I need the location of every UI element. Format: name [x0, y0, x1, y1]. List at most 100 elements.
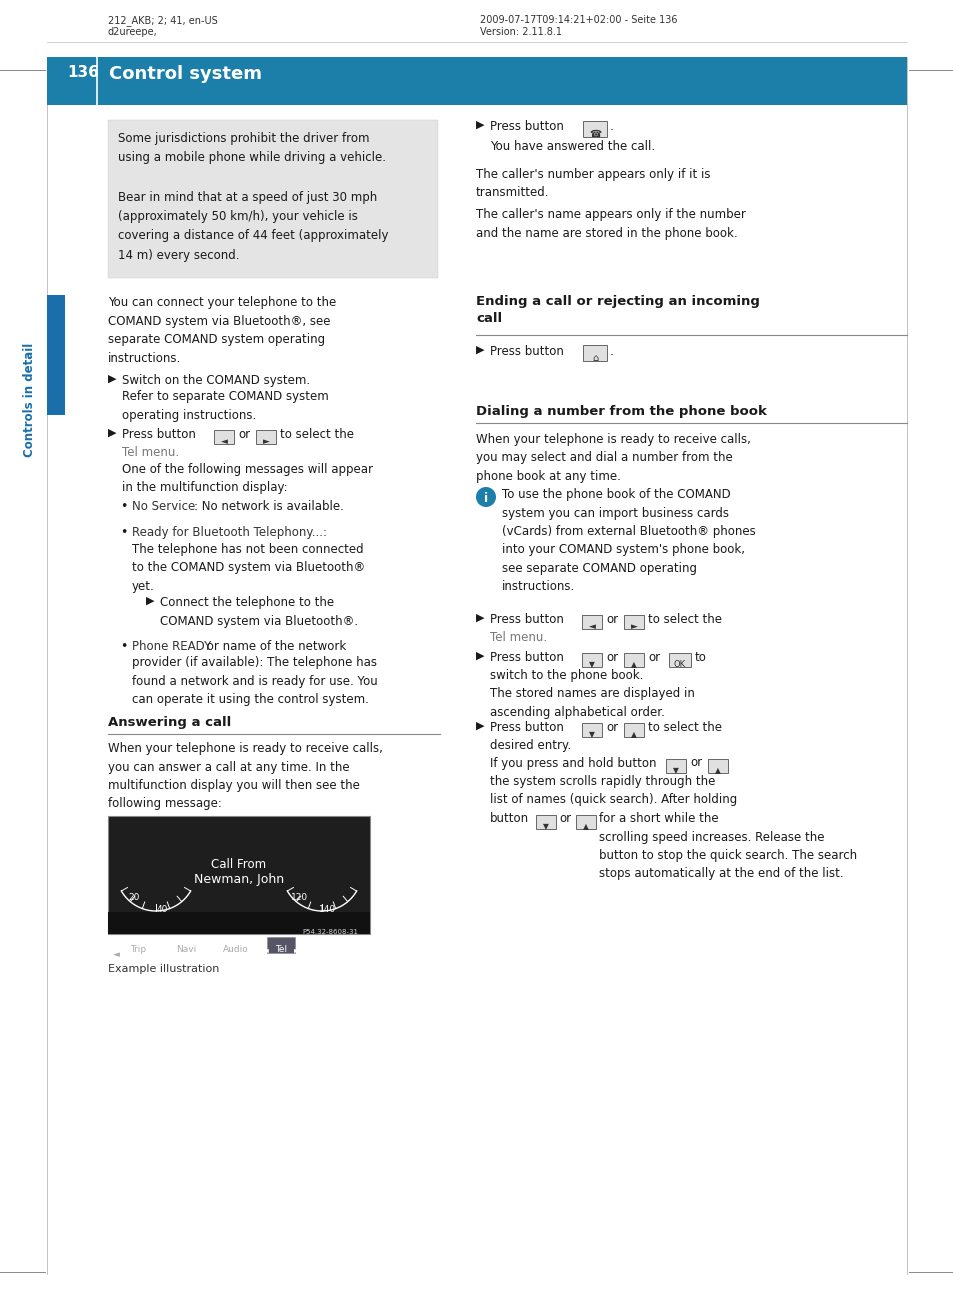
Bar	[47, 57, 906, 105]
Text: ◄: ◄	[588, 622, 595, 631]
Bar	[267, 937, 294, 952]
Text: or: or	[605, 613, 618, 626]
Text: covering a distance of 44 feet (approximately: covering a distance of 44 feet (approxim…	[118, 229, 388, 242]
Text: ◄: ◄	[220, 437, 227, 446]
Text: Bear in mind that at a speed of just 30 mph: Bear in mind that at a speed of just 30 …	[118, 190, 376, 203]
Text: using a mobile phone while driving a vehicle.: using a mobile phone while driving a veh…	[118, 151, 386, 164]
Text: Press button: Press button	[490, 613, 563, 626]
Text: .: .	[609, 120, 613, 133]
Text: Press button: Press button	[490, 345, 563, 358]
Text: Audio: Audio	[223, 945, 249, 954]
Bar	[581, 615, 601, 629]
Text: Switch on the COMAND system.: Switch on the COMAND system.	[122, 374, 310, 387]
Text: the system scrolls rapidly through the
list of names (quick search). After holdi: the system scrolls rapidly through the l…	[490, 775, 737, 826]
Text: Ready for Bluetooth Telephony...:: Ready for Bluetooth Telephony...:	[132, 525, 327, 540]
Text: ▶: ▶	[108, 428, 116, 437]
Text: Connect the telephone to the
COMAND system via Bluetooth®.: Connect the telephone to the COMAND syst…	[160, 597, 357, 628]
Text: 136: 136	[67, 65, 99, 80]
Circle shape	[476, 487, 496, 507]
Text: P54.32-8608-31: P54.32-8608-31	[302, 929, 357, 936]
Text: ▼: ▼	[588, 660, 595, 669]
Text: Version: 2.11.8.1: Version: 2.11.8.1	[479, 27, 561, 38]
Bar	[213, 430, 233, 444]
Text: •: •	[120, 499, 128, 512]
Text: When your telephone is ready to receive calls,
you may select and dial a number : When your telephone is ready to receive …	[476, 433, 750, 483]
Bar	[47, 295, 65, 415]
Text: 14 m) every second.: 14 m) every second.	[118, 248, 239, 261]
Text: desired entry.
If you press and hold button: desired entry. If you press and hold but…	[490, 739, 656, 770]
Text: You can connect your telephone to the
COMAND system via Bluetooth®, see
separate: You can connect your telephone to the CO…	[108, 296, 335, 365]
Text: ▶: ▶	[476, 721, 484, 731]
Text: or name of the network: or name of the network	[203, 641, 346, 653]
Bar	[665, 760, 685, 773]
Text: •: •	[120, 641, 128, 653]
Bar	[581, 653, 601, 666]
Text: ▲: ▲	[582, 822, 588, 831]
Text: 20: 20	[128, 893, 139, 902]
Text: To use the phone book of the COMAND
system you can import business cards
(vCards: To use the phone book of the COMAND syst…	[501, 488, 755, 594]
Text: ☎: ☎	[588, 129, 600, 138]
Text: Call From: Call From	[212, 858, 266, 871]
Text: One of the following messages will appear
in the multifunction display:: One of the following messages will appea…	[122, 463, 373, 494]
Bar	[582, 345, 606, 361]
Text: Refer to separate COMAND system
operating instructions.: Refer to separate COMAND system operatin…	[122, 389, 329, 422]
Text: ►: ►	[294, 945, 299, 954]
Text: Newman, John: Newman, John	[193, 873, 284, 886]
Text: or: or	[605, 651, 618, 664]
Bar	[108, 120, 437, 278]
Bar	[255, 430, 275, 444]
Bar	[623, 615, 643, 629]
Text: ▼: ▼	[588, 730, 595, 739]
Text: or: or	[605, 721, 618, 734]
Text: Answering a call: Answering a call	[108, 716, 231, 729]
Text: Press button: Press button	[490, 721, 563, 734]
Text: ▲: ▲	[715, 766, 720, 775]
Text: or: or	[647, 651, 659, 664]
Text: Trip: Trip	[130, 945, 146, 954]
Text: Some jurisdictions prohibit the driver from: Some jurisdictions prohibit the driver f…	[118, 132, 369, 145]
Text: d2ureepe,: d2ureepe,	[108, 27, 157, 38]
Text: Press button: Press button	[490, 120, 563, 133]
Text: ▼: ▼	[673, 766, 679, 775]
Text: 2009-07-17T09:14:21+02:00 - Seite 136: 2009-07-17T09:14:21+02:00 - Seite 136	[479, 16, 677, 25]
Text: .: .	[609, 345, 613, 358]
Text: Navi: Navi	[175, 945, 196, 954]
Bar	[707, 760, 727, 773]
Text: The caller's number appears only if it is
transmitted.: The caller's number appears only if it i…	[476, 168, 710, 199]
Text: ►: ►	[630, 622, 637, 631]
Bar	[108, 817, 370, 934]
Text: ◄: ◄	[263, 945, 269, 954]
Text: 120: 120	[291, 893, 308, 902]
Text: Tel menu.: Tel menu.	[490, 631, 547, 644]
Text: ▶: ▶	[476, 651, 484, 661]
Text: Phone READY: Phone READY	[132, 641, 211, 653]
Text: for a short while the
scrolling speed increases. Release the
button to stop the : for a short while the scrolling speed in…	[598, 813, 856, 880]
Text: ▲: ▲	[630, 660, 637, 669]
Text: ▶: ▶	[146, 597, 154, 606]
Text: : No network is available.: : No network is available.	[193, 499, 343, 512]
Text: Ending a call or rejecting an incoming
call: Ending a call or rejecting an incoming c…	[476, 295, 760, 325]
Text: ▶: ▶	[476, 613, 484, 622]
Text: ⌂: ⌂	[591, 353, 598, 364]
Bar	[536, 815, 556, 829]
Text: 40: 40	[156, 905, 168, 914]
Text: ▶: ▶	[476, 345, 484, 355]
Text: When your telephone is ready to receive calls,
you can answer a call at any time: When your telephone is ready to receive …	[108, 741, 382, 810]
Text: Press button: Press button	[490, 651, 563, 664]
Text: Dialing a number from the phone book: Dialing a number from the phone book	[476, 405, 766, 418]
Bar	[108, 912, 370, 934]
Text: The telephone has not been connected
to the COMAND system via Bluetooth®
yet.: The telephone has not been connected to …	[132, 543, 365, 593]
Text: You have answered the call.: You have answered the call.	[490, 140, 655, 153]
Text: ◄: ◄	[112, 950, 120, 959]
Text: The caller's name appears only if the number
and the name are stored in the phon: The caller's name appears only if the nu…	[476, 208, 745, 239]
Text: to select the: to select the	[280, 428, 354, 441]
Text: switch to the phone book.
The stored names are displayed in
ascending alphabetic: switch to the phone book. The stored nam…	[490, 669, 694, 719]
Text: ▶: ▶	[476, 120, 484, 129]
Text: ▲: ▲	[630, 730, 637, 739]
Bar	[581, 723, 601, 738]
Text: 140: 140	[319, 905, 336, 914]
Bar	[576, 815, 596, 829]
Text: Press button: Press button	[122, 428, 195, 441]
Text: Control system: Control system	[109, 65, 262, 83]
Text: Example illustration: Example illustration	[108, 964, 219, 974]
